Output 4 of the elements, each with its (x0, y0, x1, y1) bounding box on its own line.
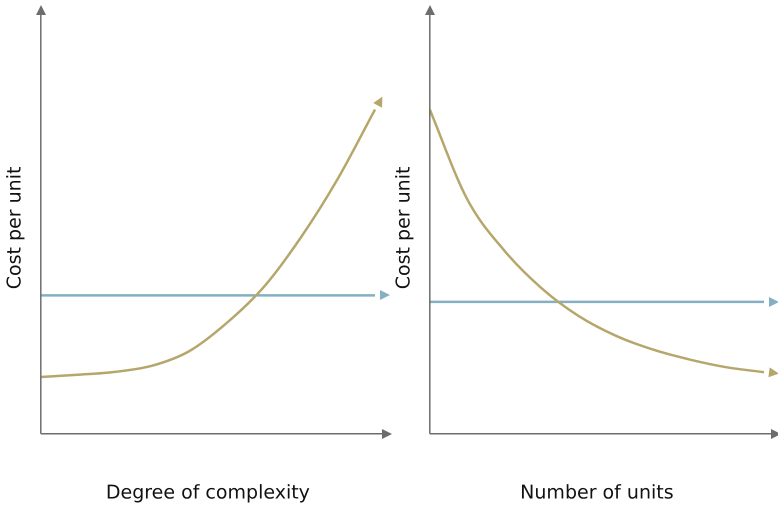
x-axis-title: Degree of complexity (106, 482, 310, 504)
y-axis-title: Cost per unit (3, 166, 26, 290)
y-axis-title: Cost per unit (392, 166, 414, 290)
x-axis-title: Number of units (520, 482, 674, 504)
